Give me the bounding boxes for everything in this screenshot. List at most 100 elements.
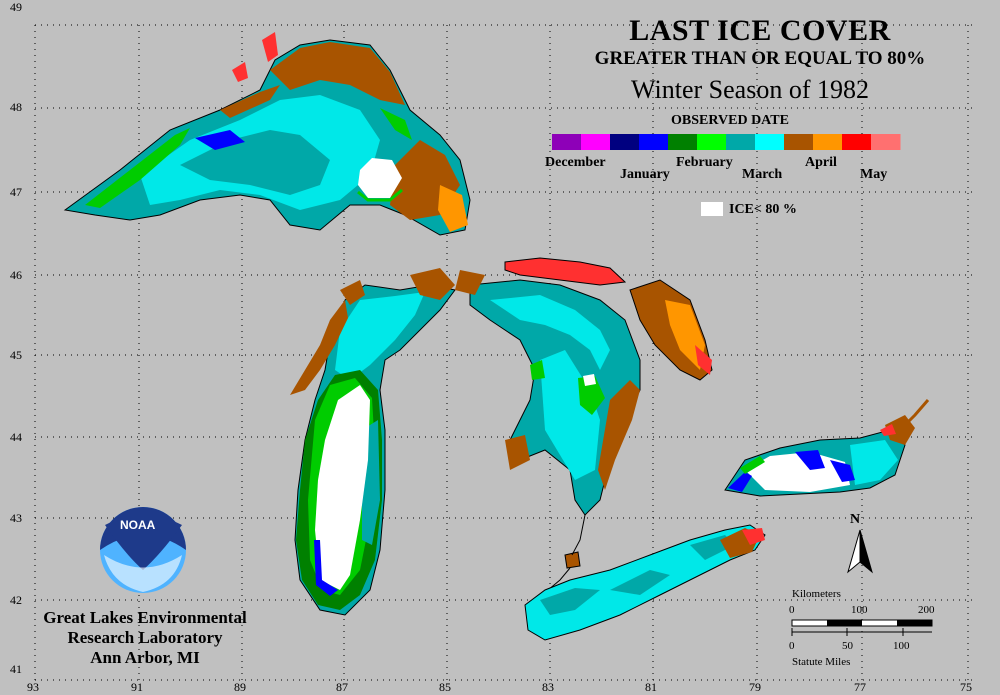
scale-km-tick: 0 <box>789 604 795 616</box>
legend-label-december: December <box>545 155 606 170</box>
michigan-april-nw <box>340 280 365 305</box>
erie-may-e <box>742 528 765 545</box>
lat-tick: 45 <box>10 348 22 362</box>
ice-swatch <box>701 202 723 216</box>
erie-teal-w <box>540 588 600 615</box>
superior-april-ne <box>270 42 405 105</box>
legend-swatch <box>668 134 698 150</box>
superior-white <box>358 158 402 198</box>
lake-michigan <box>290 268 456 616</box>
lon-tick: 89 <box>234 680 246 694</box>
scale-km-tick: 200 <box>918 604 935 616</box>
legend-swatch <box>581 134 611 150</box>
michigan-light-n <box>335 292 425 380</box>
scale-mi-tick: 100 <box>893 640 910 652</box>
michigan-blue <box>314 540 338 596</box>
ontario-blue-e <box>830 460 855 482</box>
michigan-april-gb <box>290 300 348 395</box>
georgian-orange <box>665 300 705 370</box>
superior-orange-e <box>438 185 468 232</box>
noaa-logo <box>100 507 186 593</box>
ontario-blue-w <box>728 472 752 492</box>
legend-color-bar <box>552 134 901 150</box>
lon-tick: 75 <box>960 680 972 694</box>
lon-tick: 83 <box>542 680 554 694</box>
scale-km-title: Kilometers <box>792 588 841 600</box>
legend-swatch <box>639 134 669 150</box>
credit-line-3: Ann Arbor, MI <box>90 648 200 667</box>
lake-erie <box>524 524 766 641</box>
superior-green-w <box>85 128 190 208</box>
superior-green-ring <box>357 188 403 202</box>
scale-bar <box>791 619 933 636</box>
erie-teal-c <box>610 570 670 595</box>
legend-swatch <box>726 134 756 150</box>
lat-tick: 42 <box>10 593 22 607</box>
legend-label-february: February <box>676 155 733 170</box>
lon-tick: 85 <box>439 680 451 694</box>
legend-swatch <box>610 134 640 150</box>
huron-green-patch <box>530 360 545 380</box>
legend-swatch <box>784 134 814 150</box>
lake-huron <box>455 257 713 516</box>
huron-april-e <box>598 380 640 490</box>
legend-label-january: January <box>620 167 670 182</box>
lat-tick: 47 <box>10 185 22 199</box>
lon-tick: 91 <box>131 680 143 694</box>
huron-light <box>490 295 610 370</box>
legend-label-march: March <box>742 167 783 182</box>
scale-km-tick: 100 <box>851 604 868 616</box>
legend-swatch <box>552 134 582 150</box>
superior-may-nw <box>232 62 248 82</box>
lat-tick: 46 <box>10 268 22 282</box>
legend-title: OBSERVED DATE <box>671 113 789 128</box>
noaa-logo-text: NOAA <box>120 518 156 532</box>
superior-april-band <box>220 85 280 118</box>
credit-line-1: Great Lakes Environmental <box>43 608 247 627</box>
superior-green-shore <box>380 108 412 140</box>
ontario-green <box>740 456 765 474</box>
huron-april-nw <box>455 270 485 295</box>
lon-tick: 79 <box>749 680 761 694</box>
lat-tick: 44 <box>10 430 22 444</box>
lat-tick: 49 <box>10 0 22 14</box>
huron-green <box>578 376 605 415</box>
huron-april-saginaw <box>505 435 530 470</box>
ontario-white <box>745 452 850 492</box>
lon-tick: 87 <box>336 680 348 694</box>
legend-swatch <box>755 134 785 150</box>
map-subtitle: GREATER THAN OR EQUAL TO 80% <box>594 48 926 69</box>
lon-tick: 81 <box>645 680 657 694</box>
ontario-light-e <box>850 440 898 485</box>
north-arrow-icon <box>847 529 873 574</box>
legend-swatch <box>813 134 843 150</box>
legend-swatch <box>842 134 872 150</box>
legend-label-april: April <box>805 155 837 170</box>
lat-tick: 41 <box>10 662 22 676</box>
ice-label: ICE< 80 % <box>729 202 797 217</box>
north-label: N <box>850 512 861 527</box>
legend-label-may: May <box>860 167 888 182</box>
scale-mi-tick: 50 <box>842 640 853 652</box>
huron-white <box>583 374 596 386</box>
michigan-april-ne <box>410 268 455 300</box>
lat-tick: 48 <box>10 100 22 114</box>
credit-line-2: Research Laboratory <box>67 628 223 647</box>
superior-blue-patch <box>195 130 245 150</box>
ontario-blue-n <box>795 450 825 470</box>
scale-mi-title: Statute Miles <box>792 656 851 668</box>
scale-mi-tick: 0 <box>789 640 795 652</box>
map-title: LAST ICE COVER <box>629 14 891 47</box>
lake-st-clair <box>564 551 581 569</box>
lon-tick: 77 <box>854 680 866 694</box>
lake-superior <box>63 32 471 236</box>
ontario-may-ne <box>880 424 896 436</box>
lon-tick: 93 <box>27 680 39 694</box>
legend-swatch <box>871 134 901 150</box>
georgian-may <box>695 345 712 375</box>
north-channel <box>504 257 627 286</box>
st-lawrence-river <box>898 399 930 432</box>
lake-ontario <box>724 415 915 497</box>
michigan-white <box>315 385 370 590</box>
